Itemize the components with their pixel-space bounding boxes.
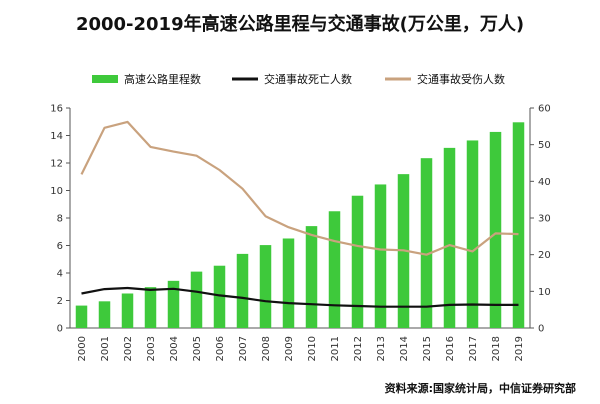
bar-2018 bbox=[489, 131, 502, 328]
x-tick-label: 2012 bbox=[353, 336, 364, 361]
x-tick-label: 2005 bbox=[192, 336, 203, 361]
bar-2009 bbox=[282, 238, 295, 328]
bars-layer bbox=[75, 122, 525, 328]
legend-label: 交通事故受伤人数 bbox=[417, 72, 505, 86]
y-right-tick-label: 0 bbox=[538, 324, 544, 335]
bar-2019 bbox=[512, 122, 525, 328]
bar-2016 bbox=[443, 147, 456, 328]
bar-2008 bbox=[259, 245, 272, 328]
bar-2007 bbox=[236, 253, 249, 328]
legend-swatch-bar bbox=[92, 75, 118, 83]
y-left-tick-label: 8 bbox=[57, 214, 63, 225]
y-right-tick-label: 20 bbox=[538, 250, 551, 261]
bar-2003 bbox=[144, 287, 157, 328]
x-tick-label: 2011 bbox=[330, 336, 341, 361]
y-left-tick-label: 16 bbox=[50, 104, 63, 115]
x-tick-label: 2016 bbox=[445, 336, 456, 361]
y-right-tick-label: 60 bbox=[538, 104, 551, 115]
x-tick-label: 2015 bbox=[422, 336, 433, 361]
y-left-tick-label: 6 bbox=[57, 241, 63, 252]
y-left-tick-label: 2 bbox=[57, 296, 63, 307]
x-tick-label: 2014 bbox=[399, 336, 410, 361]
bar-2017 bbox=[466, 140, 479, 328]
bar-2002 bbox=[121, 293, 134, 328]
y-right-tick-label: 10 bbox=[538, 287, 551, 298]
bar-2005 bbox=[190, 271, 203, 328]
x-tick-label: 2017 bbox=[468, 336, 479, 361]
y-right-tick-label: 50 bbox=[538, 140, 551, 151]
x-tick-label: 2019 bbox=[514, 336, 525, 361]
y-left-tick-label: 4 bbox=[57, 269, 63, 280]
x-tick-labels: 2000 2001 2002 2003 2004 2005 2006 2007 2008 2009… bbox=[77, 336, 525, 361]
y-right-tick-label: 40 bbox=[538, 177, 551, 188]
bar-2015 bbox=[420, 158, 433, 328]
x-tick-label: 2004 bbox=[169, 336, 180, 361]
bar-2004 bbox=[167, 280, 180, 328]
x-tick-label: 2000 bbox=[77, 336, 88, 361]
bar-2012 bbox=[351, 195, 364, 328]
x-tick-label: 2013 bbox=[376, 336, 387, 361]
y-left-tick-label: 10 bbox=[50, 186, 63, 197]
y-left-tick-label: 0 bbox=[57, 324, 63, 335]
x-tick-label: 2006 bbox=[215, 336, 226, 361]
bar-2013 bbox=[374, 184, 387, 328]
x-tick-label: 2002 bbox=[123, 336, 134, 361]
bar-2001 bbox=[98, 301, 111, 328]
x-tick-label: 2001 bbox=[100, 336, 111, 361]
lines-layer bbox=[80, 120, 519, 308]
bar-2011 bbox=[328, 211, 341, 328]
source-note: 资料来源:国家统计局，中信证券研究部 bbox=[384, 382, 576, 395]
x-tick-label: 2003 bbox=[146, 336, 157, 361]
x-tick-label: 2010 bbox=[307, 336, 318, 361]
y-left-tick-label: 14 bbox=[50, 131, 63, 142]
chart-title: 2000-2019年高速公路里程与交通事故(万公里，万人) bbox=[75, 14, 525, 35]
x-tick-label: 2009 bbox=[284, 336, 295, 361]
legend: 高速公路里程数 交通事故死亡人数 交通事故受伤人数 bbox=[92, 72, 505, 86]
series-line-2 bbox=[80, 120, 519, 256]
x-tick-label: 2018 bbox=[491, 336, 502, 361]
x-tick-label: 2008 bbox=[261, 336, 272, 361]
y-right-tick-label: 30 bbox=[538, 214, 551, 225]
x-tick-label: 2007 bbox=[238, 336, 249, 361]
bar-2010 bbox=[305, 226, 318, 328]
series-line-1 bbox=[81, 286, 519, 308]
legend-label: 高速公路里程数 bbox=[124, 72, 201, 86]
bar-2000 bbox=[75, 305, 88, 328]
legend-label: 交通事故死亡人数 bbox=[264, 72, 352, 86]
bar-2006 bbox=[213, 265, 226, 328]
y-left-tick-label: 12 bbox=[50, 159, 63, 170]
